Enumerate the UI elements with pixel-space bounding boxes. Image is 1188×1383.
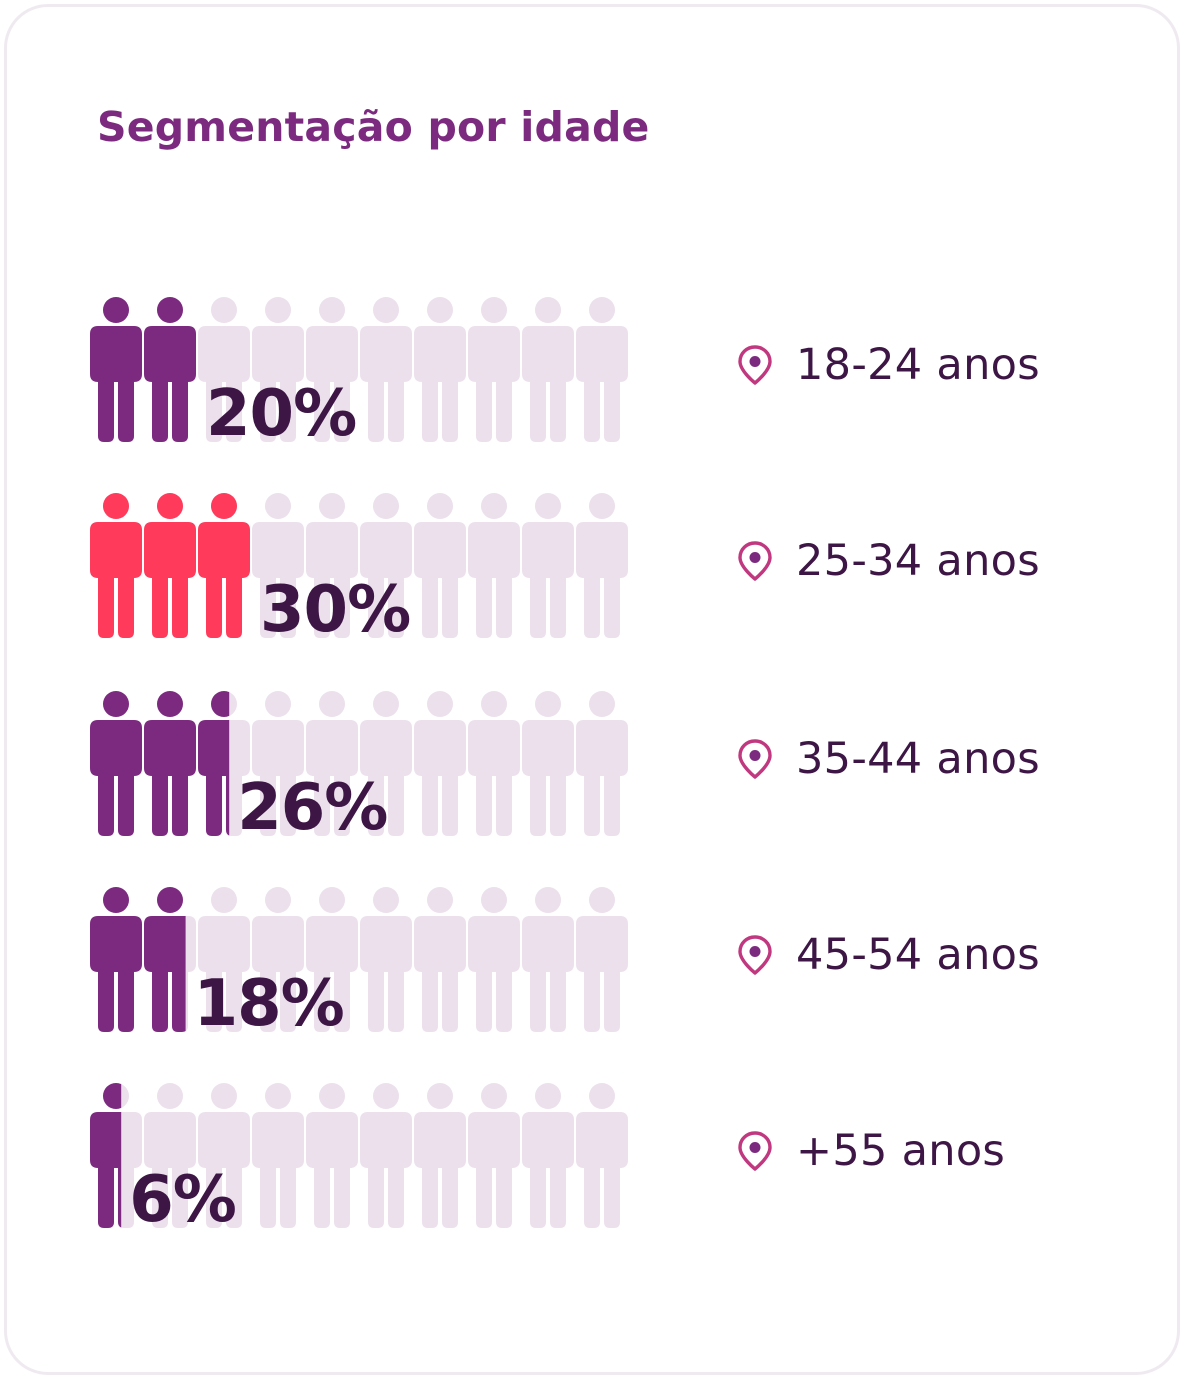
filled-person-icons	[90, 887, 186, 1032]
age-range-label: 35-44 anos	[796, 734, 1040, 784]
pictogram-icons	[90, 492, 630, 652]
location-pin-icon	[738, 739, 772, 779]
age-row: 30% 25-34 anos	[0, 492, 1188, 652]
filled-person-icons	[90, 1083, 122, 1228]
legend-item: 35-44 anos	[736, 734, 1040, 784]
filled-person-icons	[90, 297, 198, 442]
percentage-label: 6%	[129, 1163, 237, 1237]
pictogram-icons	[90, 690, 630, 850]
age-row: 6% +55 anos	[0, 1082, 1188, 1242]
pictogram-icons	[90, 1082, 630, 1242]
age-range-label: 25-34 anos	[796, 536, 1040, 586]
empty-person-icons	[90, 297, 628, 442]
pictogram-svg	[90, 887, 628, 1032]
location-pin-icon	[738, 1131, 772, 1171]
percentage-label: 26%	[237, 771, 388, 845]
age-row: 18% 45-54 anos	[0, 886, 1188, 1046]
percentage-label: 20%	[206, 377, 357, 451]
filled-person-icons	[90, 691, 230, 836]
location-pin-icon	[738, 541, 772, 581]
empty-person-icons	[90, 887, 628, 1032]
empty-person-icons	[90, 1083, 628, 1228]
age-range-label: +55 anos	[796, 1126, 1006, 1176]
filled-person-icons	[90, 493, 252, 638]
legend-item: 18-24 anos	[736, 340, 1040, 390]
age-range-label: 18-24 anos	[796, 340, 1040, 390]
age-row: 26% 35-44 anos	[0, 690, 1188, 850]
legend-item: 25-34 anos	[736, 536, 1040, 586]
pictogram-svg	[90, 493, 628, 638]
age-range-label: 45-54 anos	[796, 930, 1040, 980]
percentage-label: 30%	[260, 573, 411, 647]
age-row: 20% 18-24 anos	[0, 296, 1188, 456]
pictogram-icons	[90, 886, 630, 1046]
pictogram-icons	[90, 296, 630, 456]
location-pin-icon	[738, 935, 772, 975]
pictogram-svg	[90, 1083, 628, 1228]
pictogram-svg	[90, 691, 628, 836]
legend-item: 45-54 anos	[736, 930, 1040, 980]
pictogram-svg	[90, 297, 628, 442]
chart-title: Segmentação por idade	[97, 103, 650, 151]
legend-item: +55 anos	[736, 1126, 1005, 1176]
percentage-label: 18%	[193, 967, 345, 1041]
location-pin-icon	[738, 345, 772, 385]
